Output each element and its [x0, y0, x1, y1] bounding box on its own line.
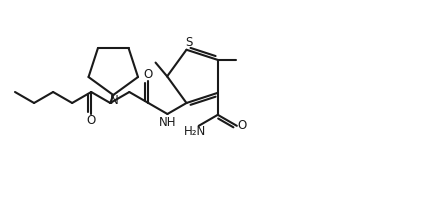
Text: O: O: [144, 68, 153, 80]
Text: N: N: [110, 95, 119, 108]
Text: O: O: [237, 119, 246, 132]
Text: S: S: [185, 36, 192, 49]
Text: NH: NH: [159, 116, 176, 129]
Text: O: O: [87, 114, 96, 128]
Text: H₂N: H₂N: [184, 125, 206, 138]
